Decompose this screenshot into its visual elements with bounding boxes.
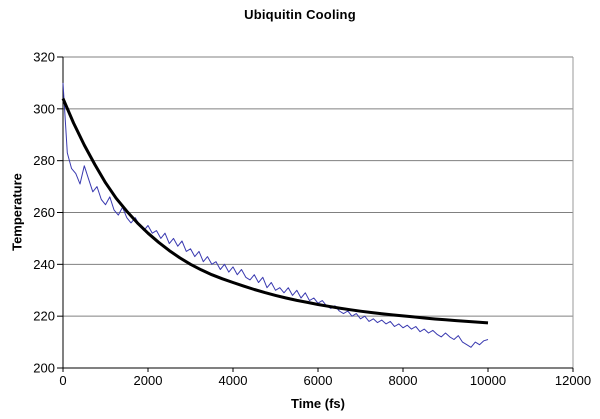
y-tick-label-240: 240 bbox=[33, 257, 55, 272]
y-axis-title: Temperature bbox=[9, 173, 25, 251]
y-tick-label-260: 260 bbox=[33, 205, 55, 220]
y-tick-label-300: 300 bbox=[33, 101, 55, 116]
x-tick-label-4000: 4000 bbox=[219, 373, 248, 388]
y-tick-label-200: 200 bbox=[33, 361, 55, 376]
x-tick-label-2000: 2000 bbox=[134, 373, 163, 388]
series-line-simulation-temperature bbox=[62, 82, 489, 348]
x-tick-label-12000: 12000 bbox=[555, 373, 591, 388]
series-line-smooth-cooling-fit bbox=[61, 97, 489, 325]
y-tick-label-320: 320 bbox=[33, 50, 55, 65]
y-tick-label-220: 220 bbox=[33, 309, 55, 324]
x-tick-label-8000: 8000 bbox=[389, 373, 418, 388]
x-tick-label-0: 0 bbox=[59, 373, 66, 388]
x-tick-label-10000: 10000 bbox=[470, 373, 506, 388]
x-tick-label-6000: 6000 bbox=[304, 373, 333, 388]
x-axis-title: Time (fs) bbox=[291, 396, 345, 411]
chart-title: Ubiquitin Cooling bbox=[244, 7, 356, 22]
y-tick-label-280: 280 bbox=[33, 153, 55, 168]
